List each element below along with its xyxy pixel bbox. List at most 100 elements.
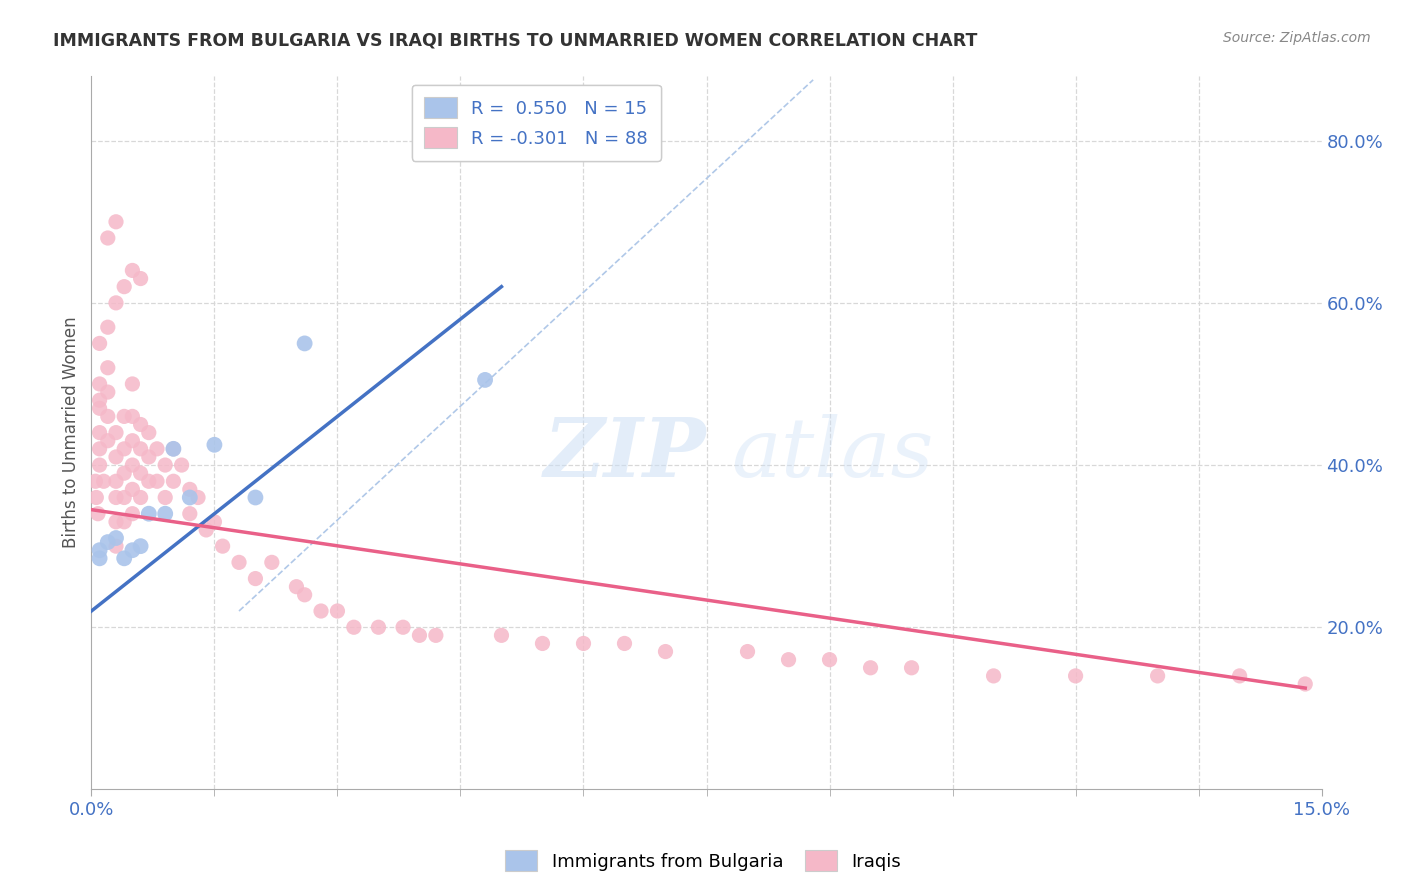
Point [170,458,193,472]
Legend: R =  0.550   N = 15, R = -0.301   N = 88: R = 0.550 N = 15, R = -0.301 N = 88 [412,85,661,161]
Text: atlas: atlas [731,414,934,494]
Point [179,483,201,497]
Point [89,551,111,566]
Point [89,543,111,558]
Point [97,360,120,375]
Point [153,491,177,505]
Point [408,628,430,642]
Point [105,475,127,489]
Point [87,507,110,521]
Point [105,215,127,229]
Point [146,475,169,489]
Point [89,393,111,408]
Point [129,466,152,480]
Point [121,483,143,497]
Point [179,491,201,505]
Point [86,491,108,505]
Point [245,572,267,586]
Point [121,409,143,424]
Point [309,604,332,618]
Point [491,628,513,642]
Point [105,296,127,310]
Point [153,458,177,472]
Point [211,539,233,553]
Point [89,401,111,416]
Point [202,515,225,529]
Text: ZIP: ZIP [544,414,706,494]
Point [187,491,209,505]
Point [1294,677,1316,691]
Point [138,507,160,521]
Point [138,450,160,464]
Point [162,442,184,456]
Point [195,523,218,537]
Point [97,385,120,400]
Point [112,409,135,424]
Point [900,661,922,675]
Point [97,434,120,448]
Point [153,507,177,521]
Point [89,442,111,456]
Point [112,551,135,566]
Point [112,491,135,505]
Point [112,466,135,480]
Point [343,620,366,634]
Point [97,535,120,549]
Point [818,653,841,667]
Point [112,442,135,456]
Point [121,507,143,521]
Point [285,580,308,594]
Point [294,336,316,351]
Point [260,555,283,569]
Point [613,636,636,650]
Point [89,376,111,391]
Point [572,636,595,650]
Point [97,231,120,245]
Point [778,653,800,667]
Point [105,539,127,553]
Point [179,507,201,521]
Point [121,458,143,472]
Point [97,320,120,334]
Point [121,376,143,391]
Point [654,644,676,658]
Text: Source: ZipAtlas.com: Source: ZipAtlas.com [1223,31,1371,45]
Point [1229,669,1251,683]
Point [162,442,184,456]
Point [245,491,267,505]
Point [97,409,120,424]
Point [105,425,127,440]
Point [129,491,152,505]
Point [129,417,152,432]
Point [105,531,127,545]
Text: IMMIGRANTS FROM BULGARIA VS IRAQI BIRTHS TO UNMARRIED WOMEN CORRELATION CHART: IMMIGRANTS FROM BULGARIA VS IRAQI BIRTHS… [53,31,977,49]
Point [138,425,160,440]
Point [1146,669,1168,683]
Point [294,588,316,602]
Point [737,644,759,658]
Point [367,620,389,634]
Point [474,373,496,387]
Point [105,450,127,464]
Point [425,628,447,642]
Point [162,475,184,489]
Point [859,661,882,675]
Point [112,279,135,293]
Point [228,555,250,569]
Point [146,442,169,456]
Point [121,263,143,277]
Point [105,491,127,505]
Point [202,438,225,452]
Point [112,515,135,529]
Point [531,636,554,650]
Point [89,425,111,440]
Point [983,669,1005,683]
Point [89,336,111,351]
Point [326,604,349,618]
Point [138,475,160,489]
Legend: Immigrants from Bulgaria, Iraqis: Immigrants from Bulgaria, Iraqis [498,843,908,879]
Point [89,458,111,472]
Point [129,539,152,553]
Y-axis label: Births to Unmarried Women: Births to Unmarried Women [62,317,80,549]
Point [93,475,115,489]
